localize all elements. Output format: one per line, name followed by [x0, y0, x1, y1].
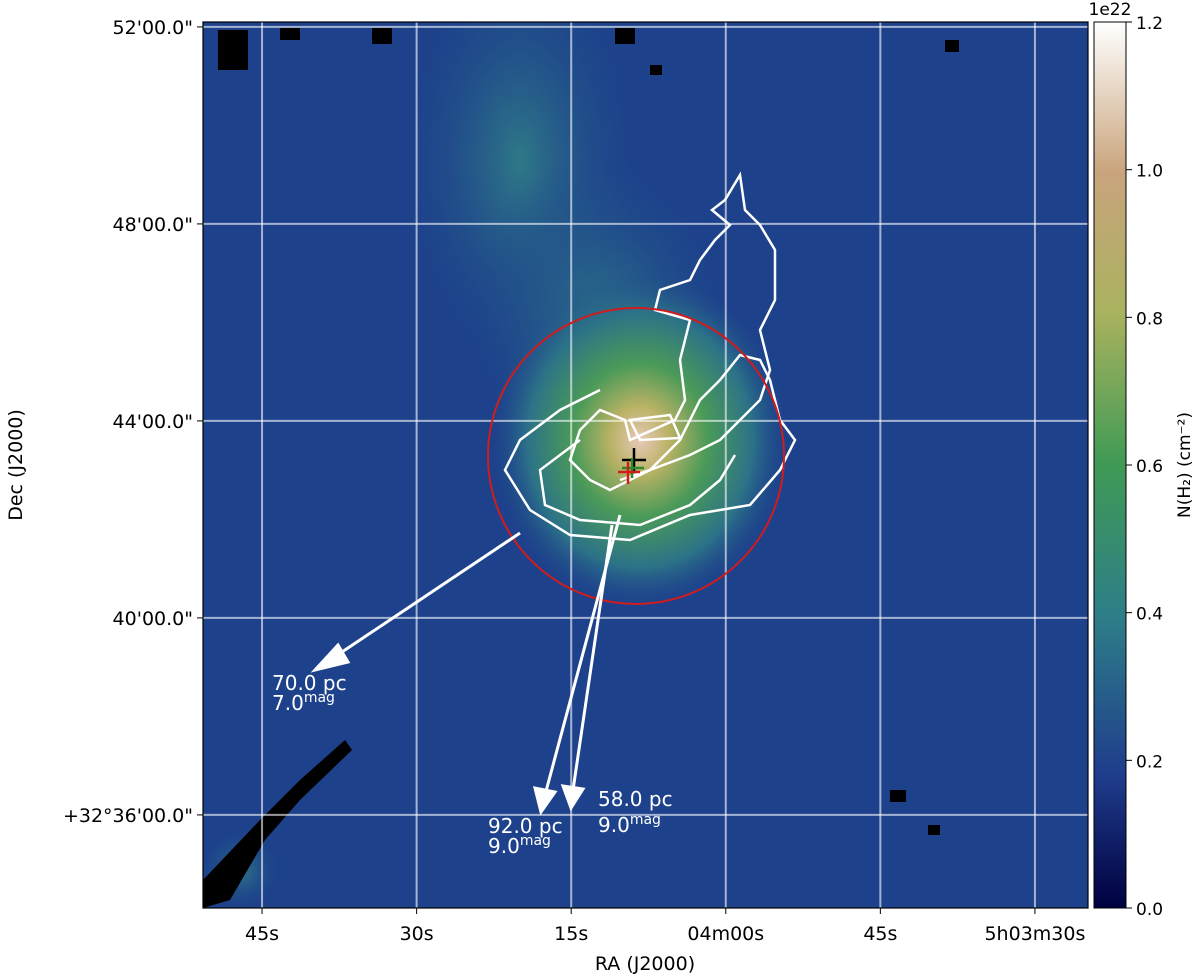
colorbar-tick-label: 0.4	[1136, 605, 1163, 625]
y-tick-label: 40'00.0"	[113, 608, 193, 630]
markers	[618, 448, 646, 484]
colorbar-offset: 1e22	[1089, 0, 1132, 20]
unit: mag	[630, 812, 661, 828]
unit: mag	[520, 833, 551, 849]
aperture-circle	[487, 307, 785, 605]
plot-frame	[202, 21, 1089, 909]
y-axis-label: Dec (J2000)	[5, 409, 27, 521]
x-tick-label: 45s	[245, 923, 279, 945]
colorbar-label: N(H₂) (cm⁻²)	[1175, 412, 1195, 518]
annotation-extinction: 9.0mag	[488, 833, 551, 858]
x-tick-label: 5h03m30s	[984, 923, 1085, 945]
colorbar-tick-label: 1.0	[1136, 162, 1163, 182]
y-tick-label: 48'00.0"	[113, 214, 193, 236]
map-image	[203, 22, 1088, 908]
x-axis-label: RA (J2000)	[595, 953, 695, 975]
x-tick-label: 04m00s	[687, 923, 764, 945]
contours	[503, 171, 797, 542]
colorbar-tick-label: 0.8	[1136, 309, 1163, 329]
colorbar-tick-label: 1.2	[1136, 14, 1163, 34]
annotation-distance: 58.0 pc	[598, 787, 673, 811]
extinction: 9.0	[598, 813, 630, 837]
annotation-distance: 92.0 pc	[488, 814, 563, 838]
extinction: 9.0	[488, 834, 520, 858]
x-tick-label: 45s	[863, 923, 897, 945]
colorbar	[1093, 21, 1127, 909]
extinction: 7.0	[272, 691, 304, 715]
y-tick-label: 44'00.0"	[113, 411, 193, 433]
x-tick-label: 15s	[554, 923, 588, 945]
unit: mag	[304, 690, 335, 706]
y-tick-label: +32°36'00.0"	[63, 805, 193, 827]
colorbar-tick-label: 0.6	[1136, 457, 1163, 477]
x-tick-label: 30s	[400, 923, 434, 945]
annotation-extinction: 9.0mag	[598, 812, 661, 837]
arrows	[310, 514, 622, 816]
colorbar-tick-label: 0.2	[1136, 752, 1163, 772]
colorbar-tick-label: 0.0	[1136, 900, 1163, 920]
annotation-distance: 70.0 pc	[272, 671, 347, 695]
annotation-extinction: 7.0mag	[272, 690, 335, 715]
grid	[203, 22, 1088, 908]
y-tick-label: 52'00.0"	[113, 17, 193, 39]
annotations: 70.0 pc 7.0mag 92.0 pc 9.0mag 58.0 pc 9.…	[272, 671, 673, 858]
